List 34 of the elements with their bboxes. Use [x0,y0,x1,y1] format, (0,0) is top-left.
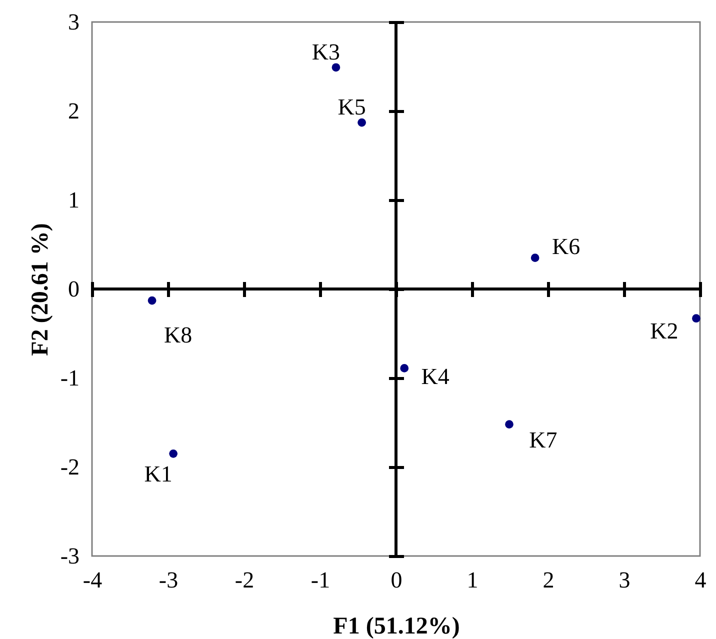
y-tick-label: -1 [60,366,80,390]
annotation: K8 [164,322,192,348]
y-tick-label: -3 [60,544,80,568]
annotation: K1 [144,462,172,487]
annotation: K2 [650,318,678,344]
y-axis-title: F2 (20.61 %) [27,223,54,356]
y-tick-label: 2 [68,98,80,124]
point [358,118,366,127]
point [169,449,178,458]
x-tick-label: -2 [234,568,254,592]
annotation: K7 [529,427,558,452]
point [400,364,409,372]
x-tick-label: 2 [542,568,554,592]
x-tick-label: 3 [618,568,630,592]
point [692,314,700,323]
point [148,296,156,305]
y-tick-label: 0 [68,276,80,302]
y-tick-label: -2 [60,454,80,480]
x-tick-label: 1 [466,568,478,592]
point [332,63,340,72]
x-tick-label: 0 [390,568,402,592]
point [530,254,540,262]
annotation: K4 [421,364,450,390]
y-tick-label: 3 [68,10,80,34]
x-tick-label: 4 [694,568,707,592]
y-tick-label: 1 [68,188,80,212]
x-tick-label: -3 [158,568,178,592]
point [505,420,514,428]
x-axis-title: F1 (51.12%) [333,614,460,639]
x-tick-label: -4 [82,568,103,592]
x-tick-label: -1 [310,568,330,592]
annotation: K6 [552,234,580,259]
annotation: K5 [338,94,366,120]
annotation: K3 [312,39,340,64]
